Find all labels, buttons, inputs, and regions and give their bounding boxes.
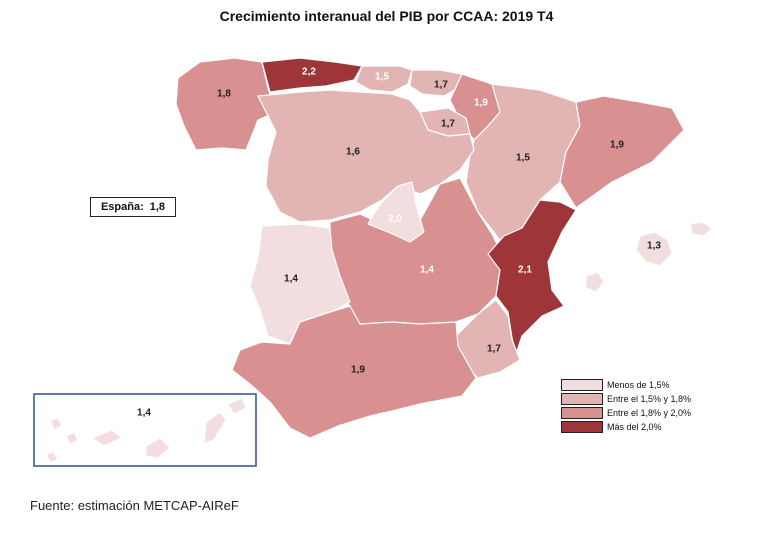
value-label: 1,9	[474, 98, 488, 109]
value-label: 1,7	[487, 344, 501, 355]
value-label: 1,9	[351, 365, 365, 376]
spain-total-value: 1,8	[149, 201, 166, 213]
region-madrid[interactable]	[367, 181, 425, 243]
value-label: 1,4	[137, 408, 151, 419]
value-label: 1,9	[610, 140, 624, 151]
value-label: 1,8	[217, 89, 231, 100]
region-andalucia[interactable]	[231, 305, 477, 439]
legend-item: Entre el 1,5% y 1,8%	[561, 392, 691, 405]
region-baleares-ibiza[interactable]	[585, 271, 605, 293]
map-legend: Menos de 1,5% Entre el 1,5% y 1,8% Entre…	[561, 378, 691, 434]
value-label: 1,5	[375, 72, 389, 83]
legend-swatch	[561, 392, 603, 405]
legend-swatch	[561, 420, 603, 433]
region-canarias[interactable]	[45, 397, 247, 463]
region-valenciana[interactable]	[487, 199, 577, 355]
region-cantabria[interactable]	[355, 65, 413, 93]
legend-label: Entre el 1,8% y 2,0%	[607, 407, 692, 418]
source-note: Fuente: estimación METCAP-AIReF	[30, 498, 239, 513]
region-value-labels: 1,8 2,2 1,5 1,7 1,9 1,7 1,5 1,9 1,6 2,0 …	[137, 67, 661, 419]
region-baleares[interactable]	[635, 231, 673, 267]
legend-item: Menos de 1,5%	[561, 378, 691, 391]
value-label: 2,2	[302, 67, 316, 78]
region-asturias[interactable]	[261, 57, 363, 93]
legend-item: Más del 2,0%	[561, 420, 691, 433]
value-label: 1,7	[441, 119, 455, 130]
value-label: 1,3	[647, 241, 661, 252]
legend-label: Menos de 1,5%	[607, 379, 670, 390]
value-label: 1,5	[516, 153, 530, 164]
value-label: 1,4	[420, 265, 434, 276]
value-label: 1,7	[434, 80, 448, 91]
legend-label: Entre el 1,5% y 1,8%	[607, 393, 692, 404]
region-galicia[interactable]	[175, 57, 277, 151]
region-castilla-leon[interactable]	[257, 89, 475, 223]
value-label: 1,6	[346, 147, 360, 158]
legend-label: Más del 2,0%	[607, 421, 662, 432]
spain-total-label: España:	[100, 201, 144, 213]
legend-item: Entre el 1,8% y 2,0%	[561, 406, 691, 419]
region-baleares-menorca[interactable]	[689, 221, 713, 237]
region-pais-vasco[interactable]	[409, 69, 463, 97]
legend-swatch	[561, 378, 603, 391]
canarias-inset-frame	[33, 393, 257, 467]
value-label: 1,4	[284, 274, 298, 285]
map-title: Crecimiento interanual del PIB por CCAA:…	[219, 8, 554, 24]
spain-total-box: España: 1,8	[90, 197, 176, 217]
region-cataluna[interactable]	[559, 95, 685, 209]
value-label: 2,0	[388, 214, 402, 225]
value-label: 2,1	[518, 265, 532, 276]
legend-swatch	[561, 406, 603, 419]
